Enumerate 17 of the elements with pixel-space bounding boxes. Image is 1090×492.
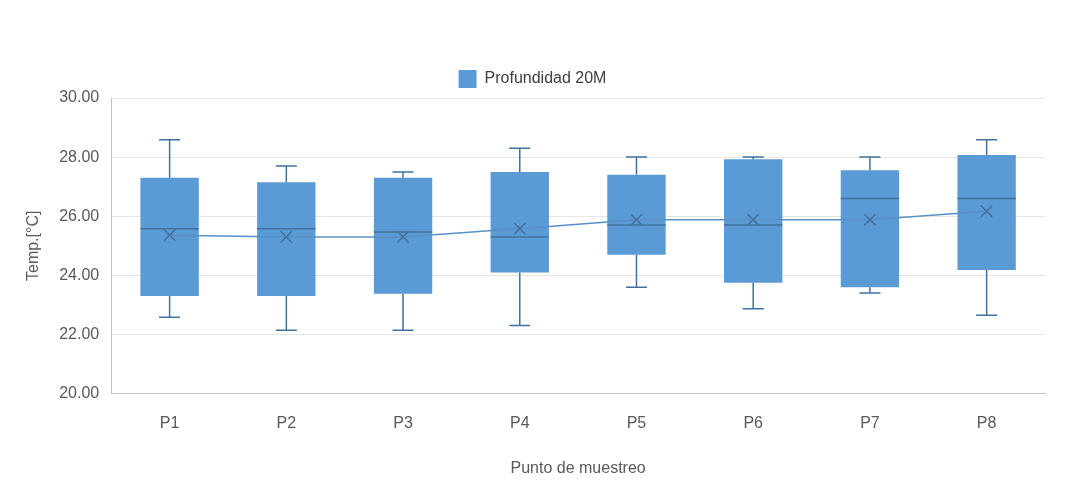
y-axis-title: Temp.[°C] xyxy=(24,210,42,282)
y-tick-label: 26.00 xyxy=(59,206,100,224)
x-axis-title: Punto de muestreo xyxy=(510,458,646,476)
y-tick-label: 28.00 xyxy=(59,147,100,165)
x-tick-label: P2 xyxy=(276,413,297,431)
x-tick-label: P5 xyxy=(626,413,647,431)
x-tick-label: P6 xyxy=(743,413,764,431)
x-tick-label: P4 xyxy=(509,413,530,431)
y-tick-label: 22.00 xyxy=(59,324,100,342)
x-tick-label: P3 xyxy=(393,413,413,431)
y-tick-label: 20.00 xyxy=(59,384,100,402)
x-tick-label: P8 xyxy=(976,413,997,431)
legend-label: Profundidad 20M xyxy=(484,69,607,87)
x-tick-label: P1 xyxy=(159,413,180,431)
x-tick-label: P7 xyxy=(860,413,880,431)
y-tick-label: 24.00 xyxy=(59,265,100,283)
y-tick-label: 30.00 xyxy=(59,88,100,106)
